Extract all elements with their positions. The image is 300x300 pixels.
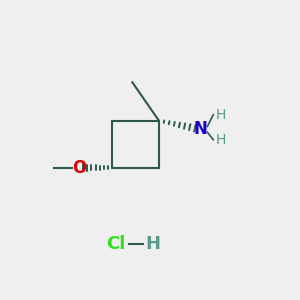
Text: H: H (146, 235, 160, 253)
Text: O: O (72, 159, 86, 177)
Text: Cl: Cl (106, 235, 126, 253)
Text: N: N (193, 120, 207, 138)
Text: H: H (215, 108, 226, 122)
Text: H: H (215, 133, 226, 147)
